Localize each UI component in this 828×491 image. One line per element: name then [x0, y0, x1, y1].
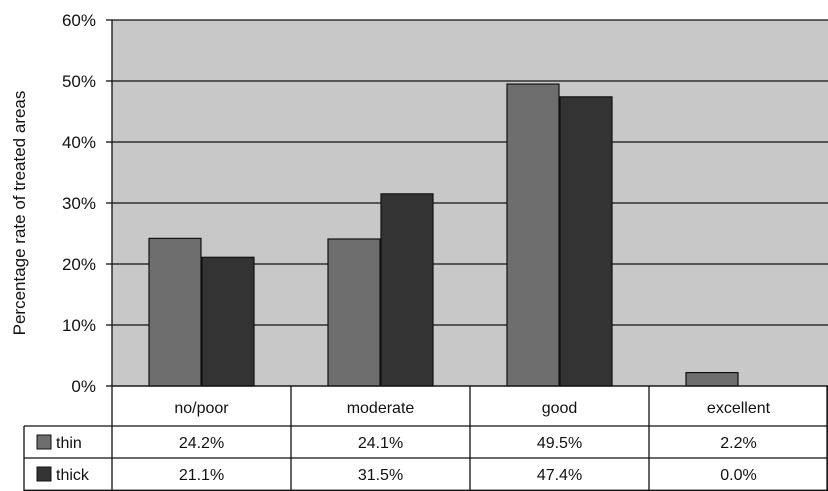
x-tick-label: good [542, 400, 578, 417]
y-tick-label: 20% [62, 255, 96, 274]
y-tick-label: 0% [71, 377, 96, 396]
bars [148, 83, 739, 387]
legend-label-thick: thick [56, 467, 90, 484]
data-label: 24.1% [358, 435, 403, 452]
bar-thin-excellent [685, 371, 739, 387]
data-table: no/poor moderate good excellent thin 24.2% 24.… [23, 385, 828, 491]
legend-key-thin [36, 434, 52, 450]
y-tick-label: 10% [62, 316, 96, 335]
data-label: 31.5% [358, 467, 403, 484]
y-tick-label: 30% [62, 194, 96, 213]
data-label: 24.2% [179, 435, 224, 452]
y-tick-label: 50% [62, 72, 96, 91]
x-tick-label: no/poor [174, 400, 229, 417]
data-label: 49.5% [537, 435, 582, 452]
data-label: 47.4% [537, 467, 582, 484]
data-label: 0.0% [720, 467, 756, 484]
y-axis-label: Percentage rate of treated areas [10, 91, 29, 336]
bar-thick-moderate [380, 193, 434, 387]
bar-thin-good [506, 83, 560, 387]
bar-thin-moderate [327, 238, 381, 387]
bar-thin-no-poor [148, 237, 202, 387]
legend-key-thick [36, 466, 52, 482]
data-label: 2.2% [720, 435, 756, 452]
y-tick-label: 40% [62, 133, 96, 152]
bar-thick-no-poor [201, 256, 255, 387]
data-label: 21.1% [179, 467, 224, 484]
bar-thick-good [559, 96, 613, 387]
y-tick-label: 60% [62, 11, 96, 30]
x-tick-label: excellent [707, 400, 771, 417]
legend-label-thin: thin [56, 435, 82, 452]
y-axis-ticks: 0% 10% 20% 30% 40% 50% 60% [62, 11, 96, 396]
x-tick-label: moderate [347, 400, 415, 417]
